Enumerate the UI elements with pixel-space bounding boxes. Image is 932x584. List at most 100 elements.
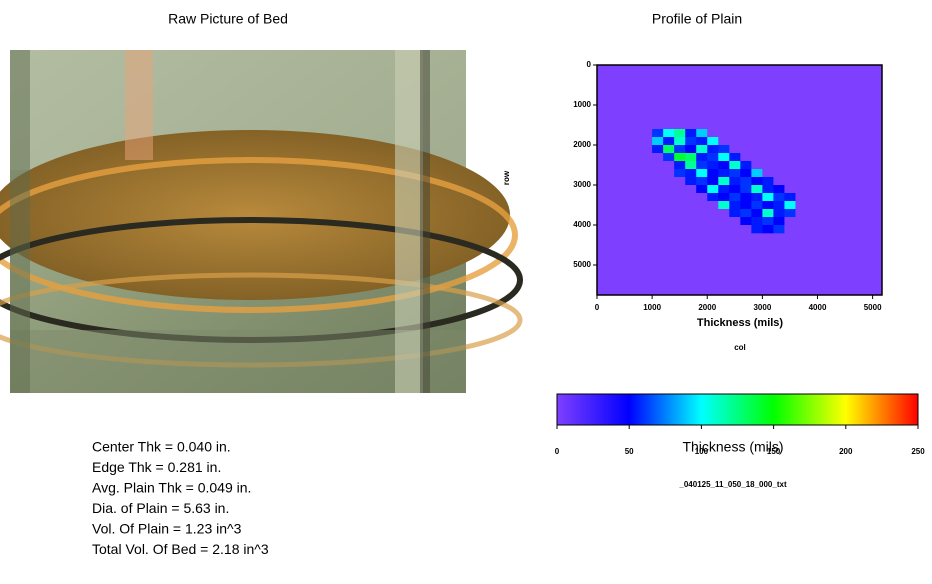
heat-cell: [663, 129, 675, 138]
heat-cell: [652, 169, 664, 178]
y-tick-label: 1000: [573, 100, 591, 109]
heat-cell: [685, 225, 697, 234]
heat-cell: [674, 225, 686, 234]
heat-cell: [718, 137, 730, 146]
y-tick-label: 0: [587, 60, 592, 69]
x-tick-label: 3000: [753, 303, 771, 312]
heat-cell: [773, 129, 785, 138]
y-tick-label: 3000: [573, 180, 591, 189]
heat-cell: [773, 201, 785, 210]
heat-cell: [707, 169, 719, 178]
heat-cell: [762, 185, 774, 194]
heat-cell: [740, 201, 752, 210]
heat-cell: [663, 177, 675, 186]
heat-cell: [784, 177, 796, 186]
heat-cell: [773, 185, 785, 194]
heat-cell: [784, 145, 796, 154]
heat-cell: [740, 185, 752, 194]
heat-cell: [729, 217, 741, 226]
heat-cell: [784, 193, 796, 202]
heat-cell: [784, 169, 796, 178]
heat-cell: [663, 209, 675, 218]
heat-cell: [795, 169, 807, 178]
heat-cell: [795, 209, 807, 218]
heat-cell: [663, 161, 675, 170]
heat-cell: [696, 209, 708, 218]
heat-cell: [751, 225, 763, 234]
heat-cell: [707, 161, 719, 170]
heat-cell: [685, 193, 697, 202]
heat-cell: [663, 169, 675, 178]
heat-cell: [795, 161, 807, 170]
heat-cell: [674, 217, 686, 226]
heat-cell: [652, 177, 664, 186]
heat-cell: [707, 193, 719, 202]
heat-cell: [773, 169, 785, 178]
heat-cell: [751, 217, 763, 226]
heat-cell: [795, 193, 807, 202]
heat-cell: [674, 137, 686, 146]
heat-cell: [718, 161, 730, 170]
heat-cell: [729, 169, 741, 178]
heat-cell: [729, 161, 741, 170]
heat-cell: [674, 177, 686, 186]
heat-cell: [762, 137, 774, 146]
heat-cell: [740, 161, 752, 170]
heat-cell: [718, 201, 730, 210]
heat-cell: [751, 185, 763, 194]
heat-cell: [740, 169, 752, 178]
heat-cell: [652, 161, 664, 170]
colorbar: [556, 393, 919, 426]
x-tick-label: 2000: [698, 303, 716, 312]
heat-cell: [696, 161, 708, 170]
heat-cell: [784, 217, 796, 226]
heat-cell: [751, 153, 763, 162]
heat-cell: [652, 153, 664, 162]
heat-cell: [696, 225, 708, 234]
heat-cell: [740, 225, 752, 234]
x-tick-label: 5000: [864, 303, 882, 312]
heat-cell: [762, 169, 774, 178]
heat-cell: [674, 169, 686, 178]
heat-cell: [707, 153, 719, 162]
heat-cell: [740, 177, 752, 186]
colorbar-tick-label: 100: [695, 447, 709, 456]
y-tick-label: 2000: [573, 140, 591, 149]
heat-cell: [773, 193, 785, 202]
heat-cell: [674, 201, 686, 210]
colorbar-tick-label: 250: [911, 447, 925, 456]
heat-cell: [674, 153, 686, 162]
heat-cell: [685, 177, 697, 186]
heat-cell: [729, 129, 741, 138]
heat-cell: [674, 209, 686, 218]
heat-cell: [773, 161, 785, 170]
heat-cell: [707, 145, 719, 154]
heat-cell: [674, 161, 686, 170]
heat-cell: [740, 217, 752, 226]
heat-cell: [773, 137, 785, 146]
heat-cell: [696, 145, 708, 154]
heat-cell: [762, 201, 774, 210]
heat-cell: [795, 177, 807, 186]
stat-line: Dia. of Plain = 5.63 in.: [92, 500, 229, 516]
heat-cell: [674, 129, 686, 138]
heat-cell: [762, 129, 774, 138]
heat-cell: [696, 153, 708, 162]
heat-cell: [696, 201, 708, 210]
x-tick-label: 4000: [809, 303, 827, 312]
y-axis-label: row: [502, 170, 511, 185]
heat-cell: [707, 177, 719, 186]
heat-cell: [685, 129, 697, 138]
heat-cell: [740, 145, 752, 154]
y-tick-label: 4000: [573, 220, 591, 229]
heat-cell: [718, 177, 730, 186]
heat-cell: [652, 185, 664, 194]
heat-cell: [718, 169, 730, 178]
heat-cell: [652, 225, 664, 234]
heat-cell: [784, 153, 796, 162]
heat-cell: [685, 137, 697, 146]
heat-cell: [707, 209, 719, 218]
heat-cell: [740, 153, 752, 162]
heat-cell: [707, 129, 719, 138]
heat-cell: [652, 193, 664, 202]
